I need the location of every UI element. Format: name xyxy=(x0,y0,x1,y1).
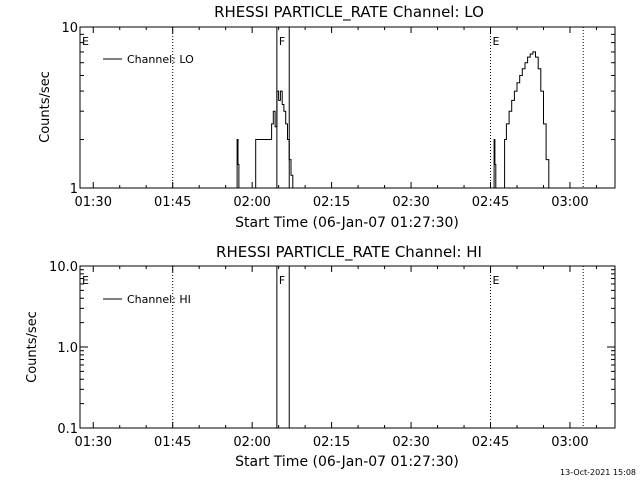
y-axis-label: Counts/sec xyxy=(25,311,40,383)
chart-panel-lo: RHESSI PARTICLE_RATE Channel: LO E F E 01:… xyxy=(38,3,616,231)
y-axis-label: Counts/sec xyxy=(38,71,53,143)
y-tick-label: 10.0 xyxy=(49,260,78,275)
legend-label: Channel: LO xyxy=(127,53,194,66)
x-axis-label: Start Time (06-Jan-07 01:27:30) xyxy=(235,215,459,231)
x-axis: 01:30 01:45 02:00 02:15 02:30 02:45 03:00 xyxy=(75,27,597,210)
x-tick-label: 01:30 xyxy=(75,195,112,210)
series-line xyxy=(80,51,615,189)
x-tick-label: 01:30 xyxy=(75,435,112,450)
chart-title: RHESSI PARTICLE_RATE Channel: HI xyxy=(216,243,482,262)
x-tick-label: 01:45 xyxy=(154,195,191,210)
chart-title: RHESSI PARTICLE_RATE Channel: LO xyxy=(214,3,484,22)
marker-label: E xyxy=(493,274,500,287)
legend: Channel: LO xyxy=(103,53,194,66)
x-tick-label: 02:30 xyxy=(392,195,429,210)
legend: Channel: HI xyxy=(103,293,191,306)
x-tick-label: 02:00 xyxy=(233,435,270,450)
x-tick-label: 02:45 xyxy=(472,435,509,450)
footer-timestamp: 13-Oct-2021 15:08 xyxy=(560,468,636,477)
x-tick-label: 02:30 xyxy=(392,435,429,450)
x-axis: 01:30 01:45 02:00 02:15 02:30 02:45 03:00 xyxy=(75,266,597,450)
marker-label: F xyxy=(279,274,285,287)
x-tick-label: 01:45 xyxy=(154,435,191,450)
data-series xyxy=(80,51,615,189)
y-tick-label: 10 xyxy=(61,21,78,36)
y-axis: 0.1 1.0 10.0 xyxy=(49,260,615,437)
marker-label: F xyxy=(279,35,285,48)
x-tick-label: 03:00 xyxy=(551,195,588,210)
marker-label: E xyxy=(493,35,500,48)
marker-label: E xyxy=(82,274,89,287)
y-tick-label: 1 xyxy=(70,182,78,197)
marker-label: E xyxy=(82,35,89,48)
y-axis: 1 10 xyxy=(61,21,615,197)
x-tick-label: 02:45 xyxy=(472,195,509,210)
y-tick-label: 1.0 xyxy=(57,341,78,356)
x-tick-label: 02:15 xyxy=(313,195,350,210)
chart-panel-hi: RHESSI PARTICLE_RATE Channel: HI E F E 01:… xyxy=(25,243,616,470)
x-tick-label: 02:15 xyxy=(313,435,350,450)
plot-frame xyxy=(79,26,616,189)
legend-label: Channel: HI xyxy=(127,293,191,306)
x-axis-label: Start Time (06-Jan-07 01:27:30) xyxy=(235,454,459,470)
y-tick-label: 0.1 xyxy=(57,422,78,437)
x-tick-label: 02:00 xyxy=(233,195,270,210)
x-tick-label: 03:00 xyxy=(551,435,588,450)
